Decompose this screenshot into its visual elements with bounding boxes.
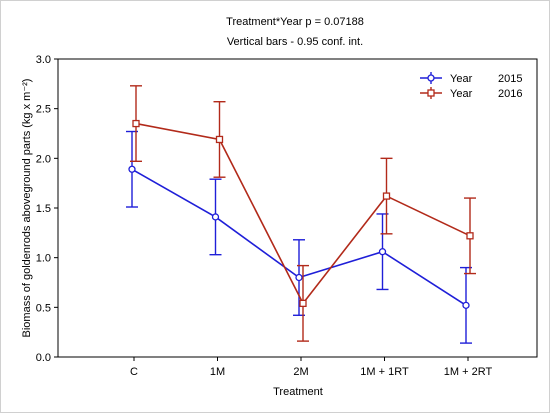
- y-tick-label: 0.0: [36, 352, 51, 364]
- data-point: [215, 135, 224, 144]
- y-axis-label: Biomass of goldenrods aboveground parts …: [21, 79, 33, 338]
- x-axis: C 1M 2M 1M + 1RT 1M + 2RT: [130, 357, 492, 378]
- legend-word: Year: [450, 73, 473, 85]
- y-tick-label: 1.0: [36, 253, 51, 265]
- legend-label-2016: 2016: [498, 88, 522, 100]
- data-point: [378, 248, 387, 256]
- x-axis-label: Treatment: [273, 386, 323, 398]
- chart-subtitle: Vertical bars - 0.95 conf. int.: [227, 36, 363, 48]
- x-tick-label: C: [130, 366, 138, 378]
- data-point: [299, 299, 307, 308]
- data-point: [466, 232, 474, 240]
- data-point: [132, 119, 140, 128]
- y-tick-label: 0.5: [36, 302, 51, 314]
- legend-marker-2015: [427, 74, 435, 82]
- data-point: [128, 165, 136, 173]
- legend-label-2015: 2015: [498, 73, 522, 85]
- data-point: [211, 213, 220, 221]
- legend-marker-2016: [427, 89, 435, 97]
- data-point: [382, 192, 391, 200]
- y-tick-label: 2.0: [36, 153, 51, 165]
- y-tick-label: 1.5: [36, 203, 51, 215]
- x-tick-label: 1M + 2RT: [444, 366, 493, 378]
- plot-area: [57, 58, 538, 358]
- series-layer: [126, 85, 476, 344]
- data-point: [295, 273, 303, 282]
- chart-title: Treatment*Year p = 0.07188: [226, 16, 364, 28]
- data-point: [462, 301, 470, 309]
- series-2015: [126, 130, 472, 344]
- y-axis: 0.0 0.5 1.0 1.5 2.0 2.5 3.0: [36, 54, 58, 364]
- legend: Year 2015 Year 2016: [420, 72, 522, 100]
- legend-word: Year: [450, 88, 473, 100]
- x-tick-label: 1M: [210, 366, 225, 378]
- x-tick-label: 1M + 1RT: [360, 366, 409, 378]
- y-tick-label: 3.0: [36, 54, 51, 66]
- x-tick-label: 2M: [293, 366, 308, 378]
- series-2016: [130, 85, 476, 342]
- y-tick-label: 2.5: [36, 104, 51, 116]
